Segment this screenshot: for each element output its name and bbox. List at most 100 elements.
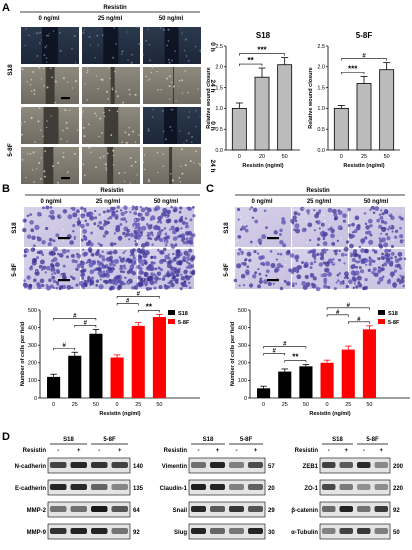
stained-cell	[396, 278, 401, 283]
cell-dot	[150, 71, 153, 74]
cell-dot	[151, 66, 154, 69]
cell-dot	[52, 165, 55, 168]
cell-dot	[96, 34, 99, 37]
membrane-pore	[126, 261, 129, 264]
y-tick-label: 400	[28, 325, 37, 331]
significance-label: #	[137, 291, 141, 297]
stained-cell	[242, 283, 246, 287]
significance-label: **	[248, 56, 255, 65]
stained-cell	[168, 260, 172, 264]
cell-dot	[162, 153, 165, 156]
stained-cell	[179, 287, 183, 291]
wound-healing-micrographs	[20, 26, 202, 184]
membrane-pore	[281, 281, 283, 283]
stained-cell	[258, 255, 263, 261]
y-axis-label: Number of cells per field	[230, 322, 236, 386]
stained-cell	[257, 238, 263, 244]
cell-dot	[40, 78, 43, 80]
membrane-pore	[76, 219, 78, 221]
panel-c-line-s18: S18	[223, 222, 230, 234]
bar	[333, 108, 349, 151]
cell-dot	[101, 34, 104, 37]
x-tick-label: 0	[52, 402, 55, 408]
stained-cell	[87, 247, 93, 252]
cell-dot	[58, 106, 60, 108]
panel-label-c: C	[206, 183, 214, 195]
cell-dot	[197, 88, 199, 90]
stained-cell	[192, 214, 196, 218]
stained-cell	[354, 270, 360, 276]
stained-cell	[113, 276, 119, 282]
stained-cell	[49, 206, 53, 209]
stained-cell	[66, 284, 72, 290]
stained-cell	[342, 213, 347, 219]
blot-band	[91, 528, 108, 534]
stained-cell	[343, 262, 346, 265]
stained-cell	[83, 234, 86, 238]
cell-dot	[128, 88, 131, 91]
stained-cell	[77, 217, 80, 220]
membrane-pore	[376, 260, 379, 263]
stained-cell	[124, 210, 128, 214]
stained-cell	[167, 285, 171, 289]
significance-bracket	[239, 63, 263, 67]
membrane-pore	[361, 281, 364, 284]
significance-bracket	[284, 360, 307, 363]
stained-cell	[254, 271, 257, 275]
legend-swatch	[168, 310, 175, 315]
stained-cell	[367, 218, 373, 224]
stained-cell	[47, 242, 52, 247]
micrograph-frame	[235, 249, 291, 289]
stained-cell	[297, 212, 301, 216]
stained-cell	[82, 252, 87, 257]
cell-dot	[87, 69, 89, 72]
stained-cell	[41, 283, 45, 288]
stained-cell	[111, 206, 116, 211]
panel-c-cond-1: 25 ng/ml	[307, 199, 332, 205]
cell-dot	[47, 34, 50, 37]
stained-cell	[394, 235, 398, 239]
stained-cell	[296, 270, 299, 274]
stained-cell	[144, 249, 150, 256]
stained-cell	[383, 221, 388, 225]
stained-cell	[365, 263, 368, 266]
blot-band	[191, 528, 206, 534]
cell-dot	[195, 125, 197, 128]
stained-cell	[186, 253, 191, 258]
stained-cell	[49, 284, 54, 289]
stained-cell	[119, 223, 123, 226]
stained-cell	[378, 224, 383, 229]
x-tick-label: 50	[282, 154, 288, 160]
membrane-pore	[107, 229, 110, 231]
membrane-pore	[364, 210, 366, 213]
stained-cell	[116, 205, 121, 209]
stained-cell	[360, 238, 366, 243]
membrane-pore	[182, 229, 184, 232]
stained-cell	[174, 243, 178, 247]
stained-cell	[109, 258, 113, 262]
stained-cell	[326, 248, 329, 251]
cell-dot	[147, 129, 150, 132]
stained-cell	[171, 229, 177, 235]
cell-dot	[105, 169, 108, 171]
stained-cell	[38, 250, 43, 255]
blot-band	[374, 462, 388, 468]
cell-dot	[121, 50, 124, 53]
bar	[379, 69, 395, 151]
stained-cell	[117, 275, 121, 279]
stained-cell	[359, 269, 365, 274]
stained-cell	[305, 282, 311, 287]
stained-cell	[187, 264, 193, 269]
y-tick-label: 300	[28, 343, 37, 349]
panel-a-time-2: 0 h	[209, 121, 216, 130]
stained-cell	[342, 219, 346, 223]
stained-cell	[379, 215, 384, 220]
stained-cell	[256, 252, 260, 255]
blot-protein-label: ZEB1	[303, 464, 319, 470]
stained-cell	[352, 277, 357, 282]
stained-cell	[176, 249, 181, 254]
cell-dot	[32, 70, 35, 73]
membrane-pore	[341, 283, 343, 286]
blot-band	[339, 528, 353, 534]
stained-cell	[403, 257, 407, 261]
